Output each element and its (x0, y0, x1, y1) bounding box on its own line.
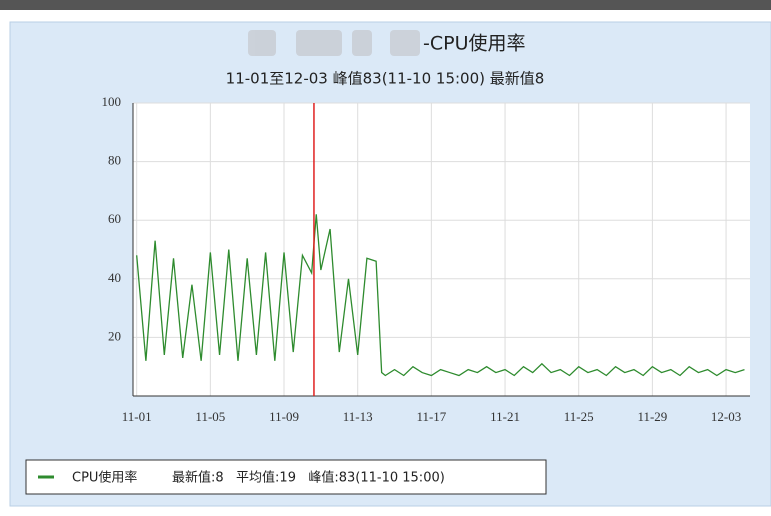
chart-title: -CPU使用率 (423, 33, 526, 55)
y-tick-label: 60 (108, 211, 121, 226)
y-tick-label: 40 (108, 270, 121, 285)
plot-area (133, 103, 750, 396)
x-tick-label: 11-29 (637, 409, 667, 424)
top-bar (0, 0, 771, 10)
y-tick-label: 80 (108, 153, 121, 168)
legend (25, 459, 547, 495)
x-tick-label: 11-25 (564, 409, 594, 424)
x-tick-label: 11-05 (195, 409, 225, 424)
x-tick-label: 11-13 (343, 409, 373, 424)
data-line (136, 214, 745, 377)
x-tick-label: 12-03 (711, 409, 741, 424)
legend-stats: 最新值:8 平均值:19 峰值:83(11-10 15:00) (172, 470, 445, 486)
x-tick-label: 11-21 (490, 409, 520, 424)
legend-label: CPU使用率 (72, 470, 137, 486)
y-tick-label: 20 (108, 328, 121, 343)
redacted (248, 30, 420, 56)
x-tick-label: 11-01 (122, 409, 152, 424)
chart-subtitle: 11-01至12-03 峰值83(11-10 15:00) 最新值8 (226, 70, 545, 88)
y-tick-label: 100 (102, 94, 122, 109)
x-tick-label: 11-09 (269, 409, 299, 424)
x-tick-label: 11-17 (416, 409, 446, 424)
